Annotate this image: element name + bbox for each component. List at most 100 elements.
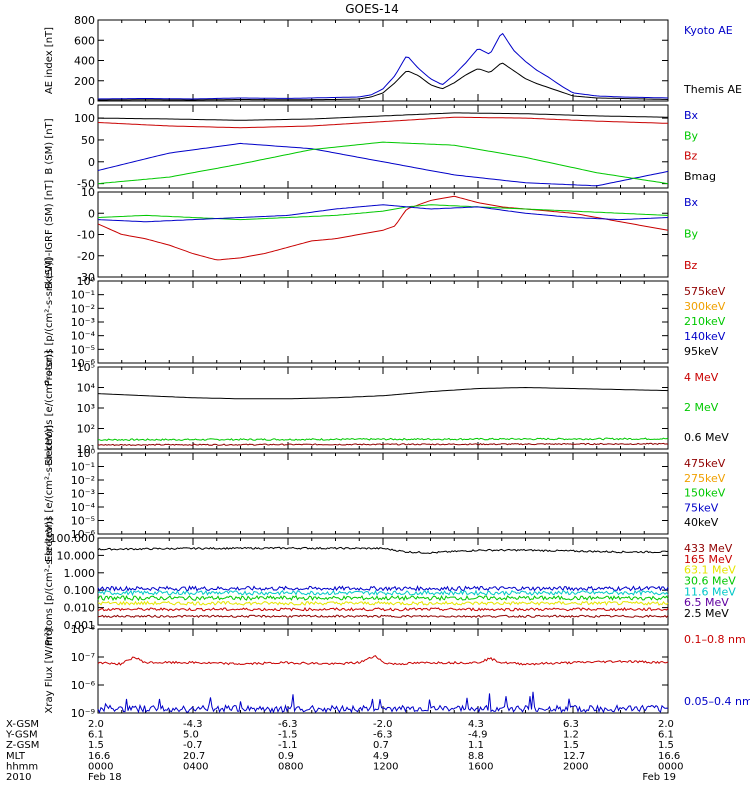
time-row-value: 1600 xyxy=(468,761,493,772)
legend-entry: 0.05–0.4 nm xyxy=(684,695,750,708)
legend-entry: 4 MeV xyxy=(684,371,719,384)
time-row-value: -2.0 xyxy=(373,719,393,730)
legend-entry: 30.6 MeV xyxy=(684,575,736,588)
y-tick-label: 10⁻⁹ xyxy=(71,707,95,720)
y-tick-label: 100 xyxy=(74,112,95,125)
y-tick-label: 10⁻⁴ xyxy=(71,330,96,343)
time-row-value: 0400 xyxy=(183,761,208,772)
legend-entry: Bz xyxy=(684,259,698,272)
legend-entry: Kyoto AE xyxy=(684,24,733,37)
time-axis-table: X-GSM 2.0 -4.3 -6.3 -2.0 4.3 6.3 2.0Y-GSM 6.1 5.0… xyxy=(5,719,683,783)
legend-entry: 575keV xyxy=(684,285,726,298)
legend-entry: 95keV xyxy=(684,345,719,358)
panel-digrf: -30 -20 -10 0 10 B (SM)-IGRF (SM) [nT] Bx By Bz xyxy=(44,180,699,289)
legend-entry: 2.5 MeV xyxy=(684,607,729,620)
y-tick-label: 50 xyxy=(81,134,95,147)
legend-entry: 75keV xyxy=(684,501,719,514)
time-row-label: Z-GSM xyxy=(6,740,39,751)
y-tick-label: -20 xyxy=(77,250,95,263)
panel-frame xyxy=(97,366,669,450)
y-tick-label: 400 xyxy=(74,55,95,68)
series-line-blue xyxy=(97,584,669,592)
series-line-yellow xyxy=(97,600,669,606)
time-row-value: 16.6 xyxy=(658,751,680,762)
legend-entry: 150keV xyxy=(684,487,726,500)
y-axis-label: Protons [p/(cm²-s-sr-keV)] xyxy=(44,258,55,386)
time-row-value: -4.9 xyxy=(468,730,488,741)
y-tick-label: 10¹ xyxy=(77,443,95,456)
time-row-value: 12.7 xyxy=(563,751,585,762)
series-line-darkred xyxy=(97,442,669,446)
y-tick-label: 10⁻⁶ xyxy=(71,528,96,541)
series-line-black xyxy=(98,62,669,101)
legend-entry: 0.1–0.8 nm xyxy=(684,633,746,646)
y-tick-label: -50 xyxy=(77,178,95,191)
y-tick-label: -30 xyxy=(77,271,95,284)
y-axis-label: Xray Flux [W/m²] xyxy=(44,628,55,713)
time-row-value: 0.7 xyxy=(373,740,389,751)
y-tick-label: 10⁻³ xyxy=(71,488,95,501)
legend-entry: 300keV xyxy=(684,300,726,313)
series-line-red xyxy=(97,655,669,666)
time-row-value: 1.5 xyxy=(658,740,674,751)
time-row-value: 1200 xyxy=(373,761,398,772)
y-tick-label: 10² xyxy=(77,423,95,436)
y-axis-label: Electrons [e/(cm²-s-sr-keV)] xyxy=(44,425,55,562)
y-tick-label: 10⁰ xyxy=(77,447,96,460)
time-row-label: X-GSM xyxy=(6,719,39,730)
legend-entry: 210keV xyxy=(684,315,726,328)
time-row-value: 0000 xyxy=(88,761,113,772)
time-row-value: 0.9 xyxy=(278,751,294,762)
y-tick-label: 10⁰ xyxy=(77,275,96,288)
y-tick-label: 10³ xyxy=(77,402,95,415)
legend-entry: 165 MeV xyxy=(684,553,733,566)
time-row-value: 1.1 xyxy=(468,740,484,751)
y-axis-label: B (SM)-IGRF (SM) [nT] xyxy=(44,180,55,289)
time-row-value: -1.1 xyxy=(278,740,298,751)
y-tick-label: 10⁻⁵ xyxy=(71,343,95,356)
time-row-value: 0000 xyxy=(658,761,683,772)
y-tick-label: 10⁴ xyxy=(77,382,96,395)
panel-electrons_high: 10¹ 10² 10³ 10⁴ 10⁵ Electrons [e/(cm²-s-sr)] 4… xyxy=(44,350,729,466)
legend-entry: 6.5 MeV xyxy=(684,596,729,609)
time-row-label: hhmm xyxy=(6,761,38,772)
y-tick-label: 0.001 xyxy=(64,619,96,632)
time-row-value: 1.5 xyxy=(563,740,579,751)
y-axis-label: Protons [p/(cm²-s-sr-keV)] xyxy=(44,517,55,645)
panel-xray: 10⁻⁹ 10⁻⁶ 10⁻⁷ 10⁻⁸ Xray Flux [W/m²] 0.1–0.8 … xyxy=(44,623,750,720)
legend-entry: Bx xyxy=(684,196,699,209)
time-row-value: Feb 18 xyxy=(88,772,122,783)
time-row-value: 6.3 xyxy=(563,719,579,730)
y-tick-label: 0.100 xyxy=(64,584,96,597)
y-tick-label: 10⁻² xyxy=(71,474,95,487)
series-line-blue xyxy=(97,204,669,223)
time-row-value: -6.3 xyxy=(373,730,393,741)
panel-protons_mev: 0.001 0.010 0.100 1.000 10.000 100.000Protons… xyxy=(44,517,736,645)
time-row-value: 16.6 xyxy=(88,751,110,762)
y-tick-label: 600 xyxy=(74,34,95,47)
y-tick-label: 10⁻¹ xyxy=(71,461,95,474)
panel-frame xyxy=(97,104,669,189)
series-line-red xyxy=(97,116,668,129)
series-line-green xyxy=(97,437,669,442)
time-row-value: 4.3 xyxy=(468,719,484,730)
time-row-value: 5.0 xyxy=(183,730,199,741)
panel-frame xyxy=(97,452,669,535)
legend-entry: 0.6 MeV xyxy=(684,431,729,444)
panel-frame xyxy=(97,280,669,364)
chart-title: GOES-14 xyxy=(345,2,399,16)
series-line-blue xyxy=(97,142,669,187)
time-row-value: 2.0 xyxy=(658,719,674,730)
series-line-black xyxy=(97,386,669,400)
y-axis-label: B (SM) [nT] xyxy=(44,118,55,174)
y-tick-label: 10⁻⁶ xyxy=(71,357,96,370)
y-tick-label: 0.010 xyxy=(64,602,96,615)
legend-entry: Bx xyxy=(684,109,699,122)
y-tick-label: 10⁻¹ xyxy=(71,289,95,302)
time-row-label: Y-GSM xyxy=(5,730,38,741)
legend-entry: 11.6 MeV xyxy=(684,585,736,598)
legend-entry: 2 MeV xyxy=(684,401,719,414)
